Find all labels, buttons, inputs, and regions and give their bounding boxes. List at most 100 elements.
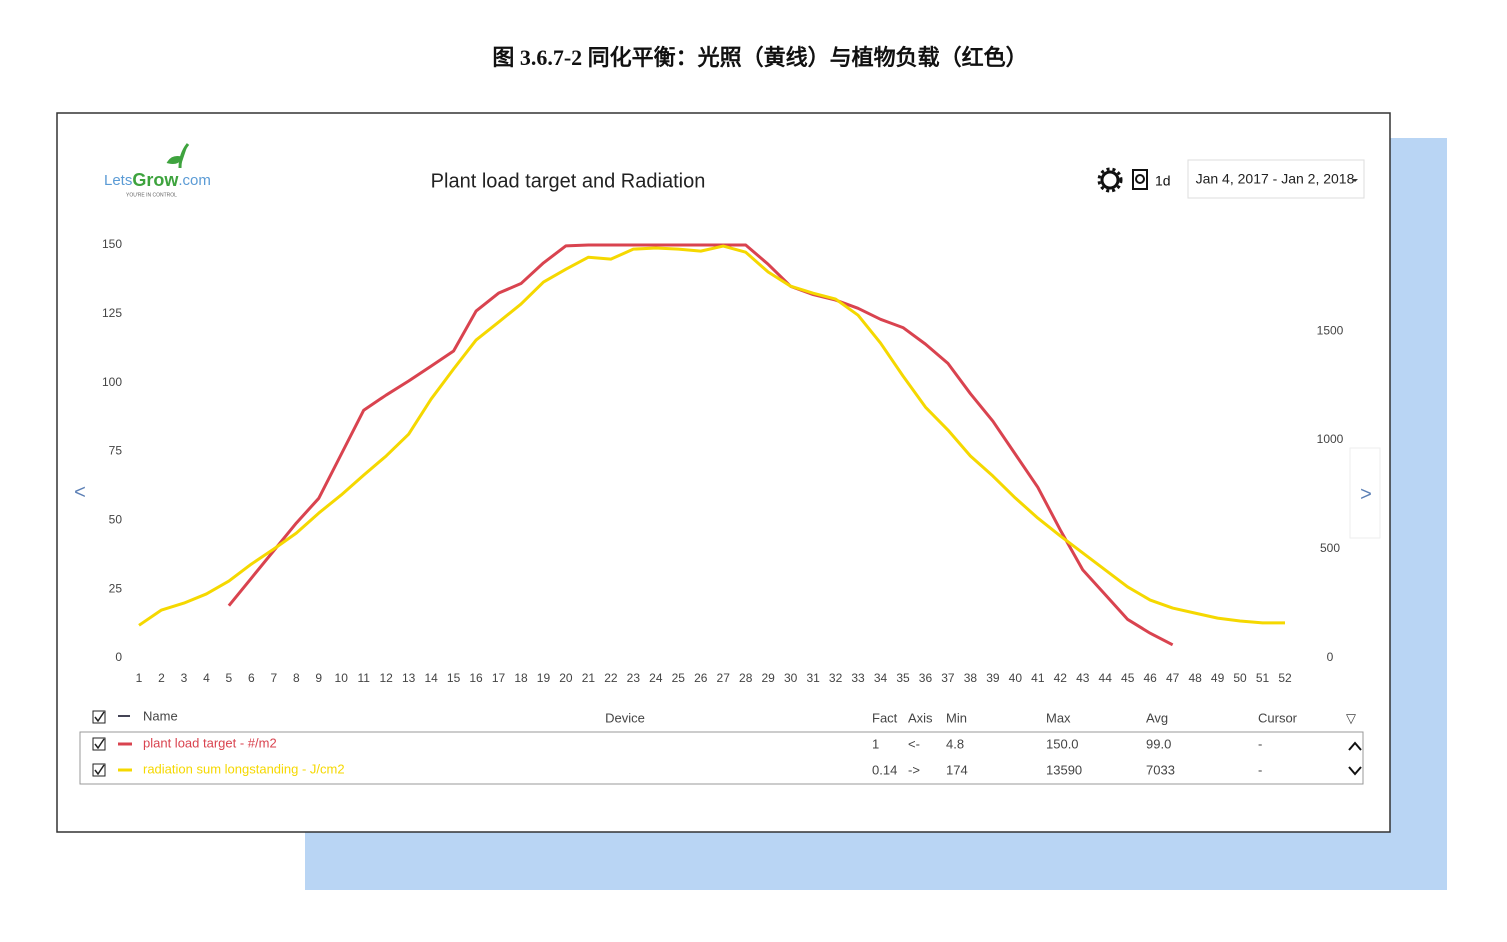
legend-cell: 0.14: [872, 762, 897, 777]
legend-cell: 1: [872, 736, 879, 751]
x-tick-label: 51: [1256, 671, 1270, 685]
x-tick-label: 36: [919, 671, 933, 685]
y-tick-label: 0: [115, 650, 122, 664]
x-tick-label: 25: [672, 671, 686, 685]
x-tick-label: 45: [1121, 671, 1135, 685]
legend-name: plant load target - #/m2: [143, 735, 277, 750]
x-tick-label: 38: [964, 671, 978, 685]
x-tick-label: 48: [1188, 671, 1202, 685]
logo-part: .com: [178, 172, 211, 189]
legend-cell: 7033: [1146, 762, 1175, 777]
x-tick-label: 15: [447, 671, 461, 685]
x-tick-label: 23: [627, 671, 641, 685]
x-tick-label: 5: [226, 671, 233, 685]
legend-cell: 99.0: [1146, 736, 1171, 751]
legend-name: radiation sum longstanding - J/cm2: [143, 761, 345, 776]
column-header: Min: [946, 710, 967, 725]
checkmark: [94, 764, 105, 776]
logo-part: Lets: [104, 172, 132, 189]
x-tick-label: 42: [1054, 671, 1068, 685]
x-tick-label: 35: [896, 671, 910, 685]
scroll-down[interactable]: [1348, 766, 1362, 776]
y-tick-label: 50: [109, 513, 123, 527]
x-tick-label: 14: [424, 671, 438, 685]
x-tick-label: 24: [649, 671, 663, 685]
scroll-up[interactable]: [1348, 741, 1362, 751]
x-tick-label: 8: [293, 671, 300, 685]
y2-tick-label: 1000: [1317, 432, 1344, 446]
legend-cell: -: [1258, 736, 1262, 751]
series-line: [227, 243, 1174, 647]
legend-box: [79, 731, 1364, 785]
x-tick-label: 37: [941, 671, 955, 685]
y-tick-label: 100: [102, 375, 122, 389]
logo: LetsGrow.com: [104, 170, 211, 190]
x-tick-label: 27: [717, 671, 731, 685]
y-tick-label: 150: [102, 237, 122, 251]
date-picker[interactable]: [1187, 159, 1365, 199]
x-tick-label: 31: [806, 671, 820, 685]
legend-cell: 13590: [1046, 762, 1082, 777]
x-tick-label: 32: [829, 671, 843, 685]
y-tick-label: 75: [109, 444, 123, 458]
x-tick-label: 2: [158, 671, 165, 685]
x-tick-label: 1: [136, 671, 143, 685]
x-tick-label: 4: [203, 671, 210, 685]
logo-tagline: YOU'RE IN CONTROL: [126, 192, 177, 198]
x-tick-label: 13: [402, 671, 416, 685]
x-tick-label: 40: [1009, 671, 1023, 685]
interval-label: 1d: [1155, 173, 1171, 189]
x-tick-label: 22: [604, 671, 618, 685]
settings-button[interactable]: [1097, 167, 1123, 193]
x-tick-label: 21: [582, 671, 596, 685]
legend-cell: 150.0: [1046, 736, 1079, 751]
column-header: Name: [143, 708, 178, 723]
interval-button[interactable]: 1d: [1132, 169, 1171, 190]
x-tick-label: 29: [761, 671, 775, 685]
panel: [56, 112, 1391, 833]
x-tick-label: 16: [469, 671, 483, 685]
x-tick-label: 9: [315, 671, 322, 685]
prev-button[interactable]: <: [74, 481, 86, 503]
checkmark: [94, 738, 105, 750]
legend-cell: ->: [908, 762, 920, 777]
y-tick-label: 125: [102, 306, 122, 320]
x-tick-label: 6: [248, 671, 255, 685]
dropdown-arrow: [1352, 179, 1358, 182]
column-header: Axis: [908, 710, 933, 725]
x-tick-label: 47: [1166, 671, 1180, 685]
logo-sprout: [166, 143, 190, 169]
x-tick-label: 20: [559, 671, 573, 685]
series-line: [138, 244, 1285, 627]
x-tick-label: 49: [1211, 671, 1225, 685]
next-button[interactable]: >: [1360, 483, 1372, 505]
legend-cell: 174: [946, 762, 968, 777]
legend-cell: -: [1258, 762, 1262, 777]
x-tick-label: 26: [694, 671, 708, 685]
column-header: Fact: [872, 710, 898, 725]
x-tick-label: 50: [1233, 671, 1247, 685]
y2-tick-label: 0: [1327, 650, 1334, 664]
date-range: Jan 4, 2017 - Jan 2, 2018: [1196, 171, 1355, 187]
figure-caption: 图 3.6.7-2 同化平衡：光照（黄线）与植物负载（红色）: [492, 45, 1027, 70]
legend-cell: <-: [908, 736, 920, 751]
x-tick-label: 28: [739, 671, 753, 685]
column-menu[interactable]: ▽: [1346, 710, 1356, 725]
x-tick-label: 3: [181, 671, 188, 685]
next-panel: [1349, 447, 1381, 539]
x-tick-label: 19: [537, 671, 551, 685]
checkmark: [94, 711, 105, 723]
y2-tick-label: 1500: [1317, 323, 1344, 337]
logo-part: Grow: [132, 170, 179, 190]
x-tick-label: 18: [514, 671, 528, 685]
x-tick-label: 7: [270, 671, 277, 685]
x-tick-label: 39: [986, 671, 1000, 685]
x-tick-label: 41: [1031, 671, 1045, 685]
chart-title: Plant load target and Radiation: [431, 170, 706, 192]
x-tick-label: 11: [357, 671, 370, 685]
x-tick-label: 44: [1099, 671, 1113, 685]
x-tick-label: 46: [1143, 671, 1157, 685]
x-tick-label: 33: [851, 671, 865, 685]
column-header: Cursor: [1258, 710, 1298, 725]
